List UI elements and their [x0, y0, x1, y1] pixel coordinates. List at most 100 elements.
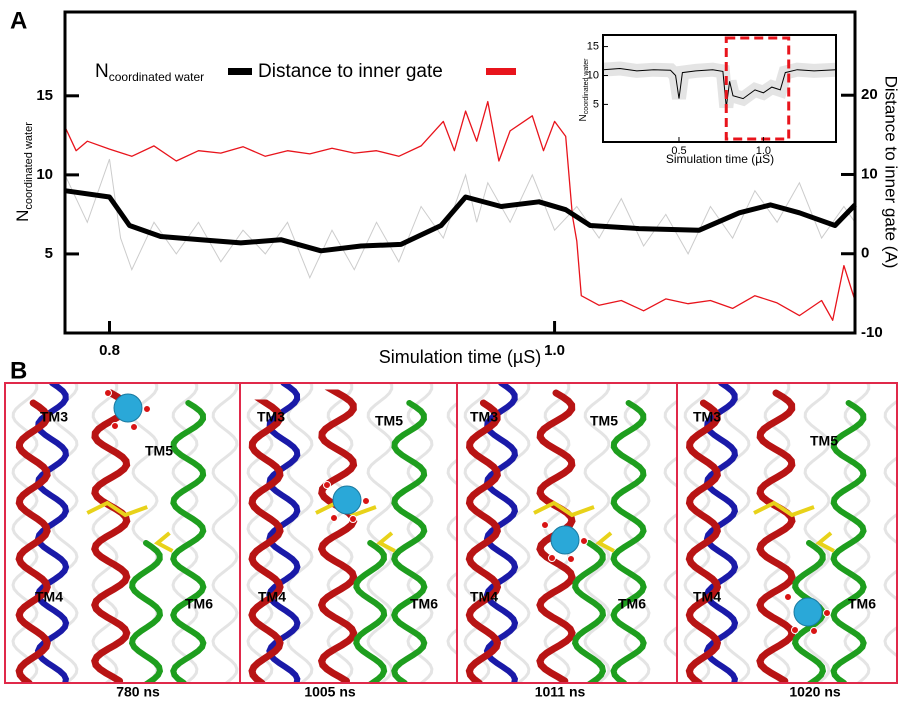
legend-swatch: [486, 68, 516, 75]
helix-label: TM3: [693, 409, 721, 425]
y-axis-label-main: N: [13, 210, 32, 222]
water: [823, 609, 831, 617]
helix: [286, 383, 314, 683]
snapshot: [5, 383, 240, 683]
series-line: [64, 100, 856, 321]
plot-frame: [63, 10, 857, 335]
ion: [332, 485, 362, 515]
helix: [91, 389, 131, 683]
snapshot: [677, 383, 897, 683]
helix: [246, 383, 274, 683]
x-tick-label: 1.0: [544, 342, 565, 359]
water: [541, 521, 549, 529]
snapshot: [457, 383, 677, 683]
helix-label: TM5: [145, 443, 173, 459]
helix: [170, 400, 207, 683]
helix: [703, 383, 739, 683]
helix-label: TM5: [810, 433, 838, 449]
helix: [15, 399, 51, 683]
inset-y-label-main: N: [578, 114, 589, 121]
panel-label: A: [10, 7, 27, 34]
ion: [550, 525, 580, 555]
legend-label-main: N: [95, 61, 109, 82]
helix: [830, 400, 867, 683]
water: [130, 423, 138, 431]
helix: [211, 383, 239, 683]
helix: [353, 540, 388, 683]
y2-tick-label: 20: [861, 86, 878, 103]
helix: [446, 401, 457, 656]
water: [104, 389, 112, 397]
helix-label: TM5: [375, 413, 403, 429]
helix-label: TM3: [470, 409, 498, 425]
helix: [463, 383, 491, 683]
ion: [793, 597, 823, 627]
helix: [756, 389, 796, 683]
helix: [11, 383, 39, 683]
helix: [266, 383, 301, 683]
helix-label: TM5: [590, 413, 618, 429]
helix-label: TM4: [693, 589, 721, 605]
helix: [317, 389, 358, 683]
helix: [248, 399, 284, 683]
y2-tick-label: -10: [861, 324, 883, 341]
helix: [128, 540, 164, 683]
legend-label-sub: coordinated water: [109, 70, 204, 84]
series-line: [64, 188, 857, 254]
helix: [723, 383, 751, 683]
helix: [571, 540, 607, 683]
water: [548, 554, 556, 562]
helix: [685, 399, 722, 683]
snapshot-time: 1020 ns: [789, 684, 841, 700]
inset-y-label-sub: coordinated water: [583, 58, 590, 114]
inset-y-tick-label: 10: [587, 69, 599, 81]
water: [330, 514, 338, 522]
helix: [391, 400, 428, 683]
inset-frame: [602, 34, 837, 143]
snapshot-time: 780 ns: [116, 684, 160, 700]
y2-axis-label: Distance to inner gate (A): [882, 76, 901, 269]
side-chain: [533, 500, 615, 553]
water: [349, 515, 357, 523]
helix-label: TM4: [258, 589, 286, 605]
helix-label: TM6: [410, 596, 438, 612]
inset-x-tick-label: 1.0: [756, 145, 771, 157]
y-tick-label: 15: [36, 87, 53, 104]
inset-y-tick-label: 15: [587, 40, 599, 52]
legend-label: Ncoordinated water: [95, 61, 204, 84]
helix: [465, 399, 502, 683]
panel-label: B: [10, 357, 27, 384]
helix: [583, 383, 611, 683]
water: [567, 555, 575, 563]
raw-trace: [64, 158, 856, 279]
ion: [113, 393, 143, 423]
snapshot-time: 1005 ns: [304, 684, 356, 700]
inset-highlight: [724, 36, 791, 141]
water: [580, 537, 588, 545]
water: [323, 481, 331, 489]
y-axis-label-sub: coordinated water: [23, 122, 35, 210]
water: [362, 497, 370, 505]
side-chain: [86, 500, 174, 553]
water: [784, 593, 792, 601]
helix-label: TM6: [848, 596, 876, 612]
snapshot-frame: [676, 382, 898, 684]
helix: [663, 399, 677, 683]
helix-label: TM3: [257, 409, 285, 425]
helix: [171, 383, 199, 683]
helix: [610, 400, 647, 683]
x-tick-label: 0.8: [99, 342, 120, 359]
helix: [366, 383, 394, 683]
y2-tick-label: 0: [861, 245, 869, 262]
helix: [503, 383, 531, 683]
helix-label: TM4: [470, 589, 498, 605]
helix-label: TM6: [618, 596, 646, 612]
legend-swatch: [228, 68, 252, 75]
y-axis-label: Ncoordinated water: [13, 122, 34, 222]
inset-x-label: Simulation time (µS): [666, 152, 774, 166]
y-tick-label: 5: [45, 245, 53, 262]
legend-label: Distance to inner gate: [258, 61, 443, 82]
snapshot: [240, 383, 457, 683]
